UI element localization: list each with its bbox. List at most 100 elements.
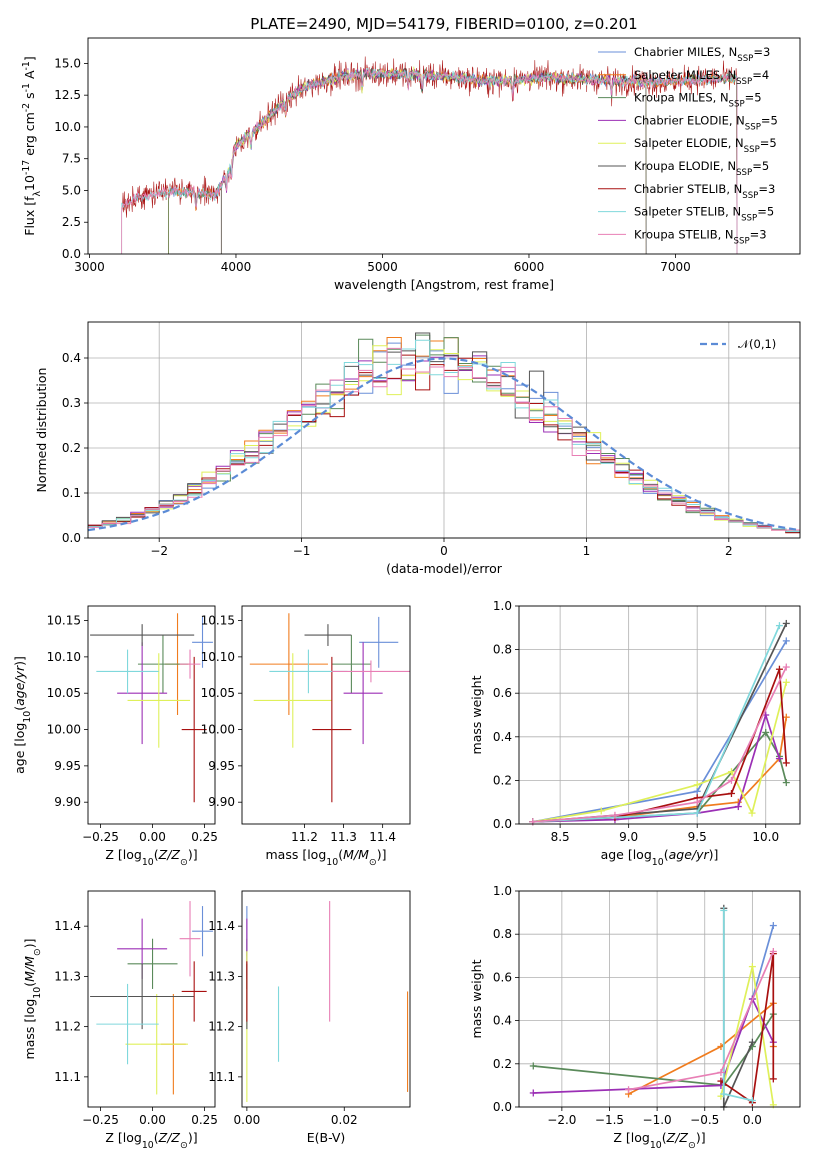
y-axis-label: Flux [fλ10-17 erg cm-2 s-1 A-1] bbox=[21, 56, 43, 235]
error-point bbox=[96, 649, 159, 694]
x-tick-label: −0.25 bbox=[82, 830, 119, 844]
x-tick-label: −2.0 bbox=[547, 1113, 576, 1127]
plot-area bbox=[121, 56, 738, 255]
y-tick-label: 1.0 bbox=[493, 599, 512, 613]
weight-marker bbox=[775, 665, 783, 673]
weight-marker bbox=[762, 728, 770, 736]
weight-marker bbox=[748, 1038, 756, 1046]
weight-marker bbox=[782, 779, 790, 787]
weight-line bbox=[532, 682, 788, 823]
y-tick-label: 0.0 bbox=[62, 531, 81, 545]
y-tick-label: 10.05 bbox=[47, 686, 81, 700]
error-point bbox=[253, 653, 332, 748]
y-tick-label: 0.0 bbox=[493, 817, 512, 831]
x-tick-label: 1 bbox=[583, 544, 591, 558]
weight-marker bbox=[693, 787, 701, 795]
weight_vs_age-axes: 8.5 9.0 9.5 10.0 0.0 0.2 0.4 0.6 0.8 1.0 age [log1… bbox=[469, 599, 801, 868]
weight-line bbox=[722, 910, 753, 1102]
y-tick-label: 10.05 bbox=[201, 686, 235, 700]
x-tick-label: 9.5 bbox=[688, 830, 707, 844]
y-tick-label: 0.0 bbox=[62, 247, 81, 261]
chart-title: PLATE=2490, MJD=54179, FIBERID=0100, z=0… bbox=[250, 15, 637, 33]
y-axis-label: Normed distribution bbox=[34, 368, 49, 493]
error-point bbox=[127, 938, 178, 989]
y-tick-label: 11.4 bbox=[54, 919, 81, 933]
x-tick-label: 0.00 bbox=[139, 1113, 166, 1127]
y-axis-label: mass [log10(M/M⊙)] bbox=[22, 939, 43, 1060]
weight-marker bbox=[782, 759, 790, 767]
x-tick-label: 0.00 bbox=[234, 1113, 261, 1127]
weight-marker bbox=[782, 678, 790, 686]
weight-marker bbox=[529, 1089, 537, 1097]
y-tick-label: 11.2 bbox=[54, 1020, 81, 1034]
x-tick-label: 0 bbox=[440, 544, 448, 558]
y-tick-label: 11.4 bbox=[208, 919, 235, 933]
y-tick-label: 10.10 bbox=[201, 650, 235, 664]
y-tick-label: 10.00 bbox=[47, 723, 81, 737]
x-tick-label: −1 bbox=[293, 544, 311, 558]
y-tick-label: 10.10 bbox=[47, 650, 81, 664]
normal-curve bbox=[87, 357, 801, 532]
legend-label: 𝒩(0,1) bbox=[738, 337, 776, 351]
y-tick-label: 15.0 bbox=[54, 56, 81, 70]
weight-marker bbox=[775, 755, 783, 763]
y-tick-label: 0.2 bbox=[493, 773, 512, 787]
y-tick-label: 0.2 bbox=[493, 1057, 512, 1071]
x-tick-label: 2 bbox=[725, 544, 733, 558]
x-tick-label: 11.3 bbox=[330, 830, 357, 844]
weight-marker bbox=[769, 922, 777, 930]
weight-marker bbox=[625, 1086, 633, 1094]
x-tick-label: 10.0 bbox=[752, 830, 779, 844]
weight-marker bbox=[782, 637, 790, 645]
x-tick-label: 5000 bbox=[367, 260, 398, 274]
error-point bbox=[312, 656, 352, 803]
error-point bbox=[181, 961, 207, 1022]
residual-histogram bbox=[88, 345, 800, 532]
error-point bbox=[359, 616, 399, 668]
weight-marker bbox=[748, 809, 756, 817]
weight-marker bbox=[693, 798, 701, 806]
weight-marker bbox=[727, 789, 735, 797]
legend-label: Salpeter STELIB, NSSP=5 bbox=[634, 205, 774, 224]
error-point bbox=[192, 906, 213, 957]
x-axis-label: (data-model)/error bbox=[386, 561, 503, 576]
y-tick-label: 11.3 bbox=[54, 969, 81, 983]
y-tick-label: 9.90 bbox=[54, 795, 81, 809]
weight-marker bbox=[727, 776, 735, 784]
plot-area bbox=[90, 901, 213, 1095]
weight-marker bbox=[782, 713, 790, 721]
y-tick-label: 0.3 bbox=[62, 396, 81, 410]
weight-marker bbox=[775, 622, 783, 630]
x-axis-label: Z [log10(Z/Z⊙)] bbox=[613, 1130, 705, 1151]
residual-histogram bbox=[88, 347, 800, 531]
error-point bbox=[331, 635, 371, 694]
y-tick-label: 0.8 bbox=[493, 927, 512, 941]
plot-area bbox=[249, 613, 410, 803]
plot-area bbox=[529, 619, 790, 826]
axes-frame bbox=[87, 890, 216, 1108]
y-axis-label: age [log10(age/yr)] bbox=[12, 656, 33, 774]
spectrum-line bbox=[121, 68, 738, 255]
axes-frame bbox=[87, 37, 801, 255]
y-tick-label: 10.0 bbox=[54, 120, 81, 134]
y-tick-label: 2.5 bbox=[62, 215, 81, 229]
axes-frame bbox=[518, 890, 801, 1108]
plot-area bbox=[246, 901, 409, 1102]
error-point bbox=[127, 653, 191, 748]
error-point bbox=[125, 993, 188, 1095]
error-point bbox=[90, 624, 195, 646]
y-tick-label: 0.4 bbox=[493, 730, 512, 744]
y-tick-label: 11.1 bbox=[208, 1070, 235, 1084]
legend-label: Kroupa MILES, NSSP=5 bbox=[634, 91, 762, 110]
weight-line bbox=[532, 712, 781, 823]
error-point bbox=[179, 649, 201, 679]
x-axis-label: E(B-V) bbox=[307, 1130, 346, 1145]
legend-label: Chabrier STELIB, NSSP=3 bbox=[634, 182, 775, 201]
spectrum-line bbox=[220, 67, 647, 255]
residuals-legend: 𝒩(0,1) bbox=[700, 337, 776, 351]
y-tick-label: 7.5 bbox=[62, 152, 81, 166]
x-tick-label: −1.5 bbox=[595, 1113, 624, 1127]
weight-marker bbox=[748, 1097, 756, 1105]
weight-line bbox=[720, 953, 775, 1105]
